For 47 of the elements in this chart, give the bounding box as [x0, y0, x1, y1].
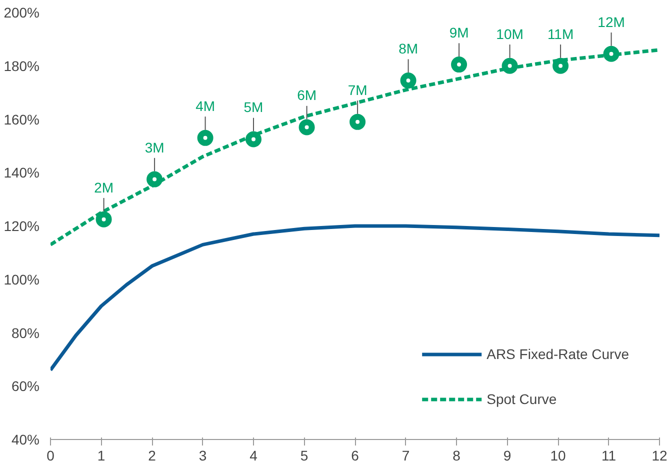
y-tick-label: 180%: [4, 58, 40, 74]
point: [146, 171, 163, 188]
y-tick-label: 200%: [4, 4, 40, 20]
x-tick-label: 5: [300, 448, 308, 463]
x-tick-label: 12: [652, 448, 668, 463]
x-tick-label: 9: [503, 448, 512, 463]
x-tick-label: 2: [148, 448, 156, 463]
annotation: 10M: [496, 26, 524, 42]
point: [400, 72, 416, 89]
x-tick-label: 6: [351, 448, 360, 463]
x-tick-label: 7: [402, 448, 410, 463]
annotation: 6M: [297, 87, 317, 104]
y-tick-label: 40%: [11, 432, 40, 448]
point: [552, 58, 569, 74]
legend-label: ARS Fixed-Rate Curve: [486, 346, 629, 362]
y-tick-label: 100%: [4, 271, 40, 288]
annotation: 3M: [144, 139, 164, 156]
annotation: 7M: [348, 82, 368, 98]
point: [246, 131, 262, 148]
annotation: 11M: [547, 26, 574, 42]
annotation: 12M: [598, 14, 625, 30]
line-series: [50, 224, 660, 372]
annotation: 2M: [94, 179, 114, 196]
annotation: 4M: [196, 98, 216, 114]
point: [502, 58, 518, 74]
point: [298, 119, 315, 136]
y-tick-label: 140%: [4, 164, 40, 181]
x-tick-label: 4: [250, 448, 258, 463]
annotation: 8M: [398, 40, 418, 57]
y-tick-label: 160%: [4, 111, 40, 128]
point: [350, 114, 366, 130]
x-tick-label: 11: [601, 448, 616, 463]
annotation: 9M: [449, 24, 469, 41]
y-tick-label: 120%: [4, 218, 40, 234]
legend-label: Spot Curve: [486, 391, 557, 407]
point: [96, 211, 112, 228]
y-tick-label: 80%: [11, 324, 40, 341]
point: [451, 56, 468, 73]
x-tick-label: 3: [198, 448, 207, 463]
x-tick-label: 10: [550, 448, 566, 463]
x-tick-label: 1: [97, 448, 106, 463]
point: [603, 46, 620, 62]
x-tick-label: 8: [452, 448, 461, 463]
annotation: 5M: [244, 99, 264, 116]
x-tick-label: 0: [46, 448, 55, 463]
point: [197, 130, 214, 146]
y-tick-label: 60%: [11, 378, 40, 394]
